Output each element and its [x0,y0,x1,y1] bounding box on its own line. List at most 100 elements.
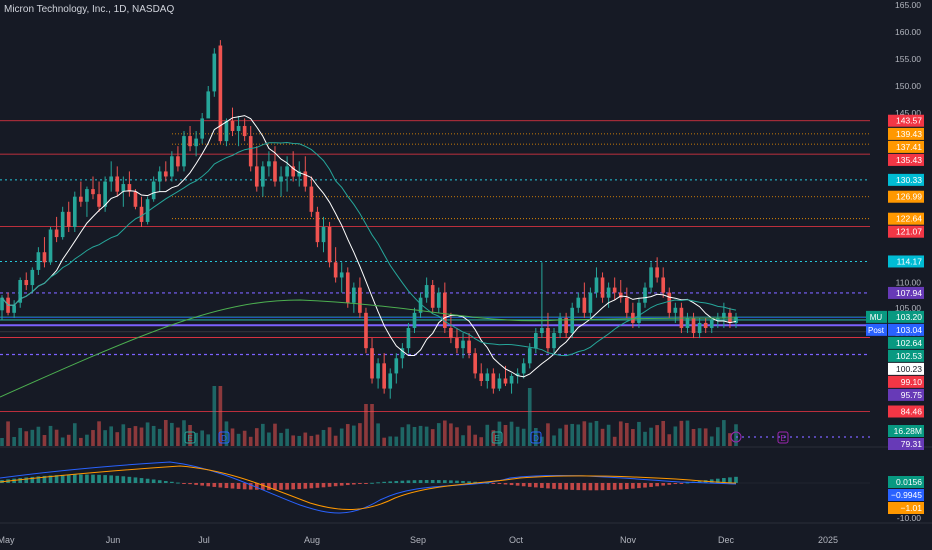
candle-body [91,189,95,195]
candle-body [527,348,532,364]
volume-bar [576,424,581,446]
volume-bar [176,427,180,446]
x-axis-tick: Nov [620,535,637,545]
macd-histogram-bar [521,483,526,487]
candle-body [637,302,641,323]
macd-histogram-bar [151,479,156,483]
macd-histogram-bar [473,481,477,483]
macd-histogram-bar [133,477,138,483]
macd-histogram-bar [649,483,653,487]
volume-bar [637,421,641,446]
macd-histogram-bar [624,483,629,490]
volume-bar [655,425,659,446]
candle-body [509,375,514,384]
candle-body [467,340,471,354]
candle-body [703,322,708,328]
candle-body [291,166,295,177]
candle-body [661,277,666,293]
candle-body [151,181,156,200]
candle-body [734,316,738,323]
x-axis-tick: Aug [304,535,320,545]
macd-histogram-bar [97,474,101,483]
macd-label-text: −0.9945 [891,490,922,500]
volume-bar [339,428,344,446]
macd-histogram-bar [364,483,368,484]
macd-histogram-bar [600,483,605,491]
volume-bar [309,435,314,446]
volume-bar [479,437,484,446]
price-tag-box [866,323,887,336]
volume-bar [624,422,629,446]
macd-histogram-bar [685,482,690,484]
price-label-box [888,286,924,299]
candle-body [418,297,423,313]
candle-body [157,171,162,182]
candle-body [667,292,672,313]
macd-histogram-bar [42,475,47,483]
candle-body [400,348,405,359]
volume-bar [643,431,647,446]
macd-histogram-bar [224,483,229,489]
candle-body [333,262,338,278]
price-tag-text: Post [868,326,885,335]
price-label-box [888,190,924,203]
macd-histogram-bar [503,483,508,485]
macd-histogram-bar [66,474,71,483]
volume-bar [691,428,696,446]
volume-bar [115,432,120,446]
volume-bar [521,428,526,446]
x-axis-tick: Jul [198,535,210,545]
volume-bar [291,435,295,446]
candle-body [36,252,41,270]
candle-body [691,317,696,334]
event-marker-box [491,431,503,444]
volume-bar [54,429,59,446]
macd-histogram-bar [109,475,114,483]
macd-histogram-bar [430,479,435,483]
x-axis-tick: 2025 [818,535,838,545]
volume-bar [6,421,10,446]
candle-body [576,297,581,308]
macd-histogram-bar [36,476,41,483]
candle-body [176,156,180,167]
macd-histogram-bar [527,483,532,487]
candle-body [631,312,635,323]
volume-bar [0,438,4,446]
candle-body [97,194,101,207]
candle-body [412,312,417,328]
macd-histogram-bar [60,474,65,483]
macd-histogram-bar [200,483,205,486]
candle-body [473,353,477,374]
macd-histogram-bar [242,483,247,490]
volume-bar [382,437,386,446]
candle-body [54,229,59,238]
y-axis-tick: 150.00 [895,81,921,91]
volume-bar [242,430,247,446]
price-label-text: 143.57 [896,116,922,126]
macd-histogram-bar [540,483,544,488]
volume-bar [157,428,162,446]
macd-label-box [888,502,924,514]
candle-body [30,269,35,286]
macd-histogram-bar [546,483,550,489]
y-axis-tick: 105.00 [895,303,921,313]
price-label-box [888,375,924,388]
macd-label-text: 0.0156 [896,477,922,487]
macd-histogram-bar [612,483,617,490]
volume-bar [697,428,702,446]
macd-histogram-bar [24,477,29,483]
candle-body [24,280,29,286]
macd-histogram-bar [176,482,180,484]
candle-body [121,184,126,192]
macd-histogram-bar [212,483,217,487]
price-label-text: 95.75 [901,390,923,400]
macd-histogram-bar [297,483,302,490]
volume-bar [509,421,514,446]
candle-body [261,166,265,187]
macd-histogram-bar [570,483,575,490]
volume-bar [218,386,223,446]
candle-body [303,171,308,187]
volume-bar [188,424,192,446]
